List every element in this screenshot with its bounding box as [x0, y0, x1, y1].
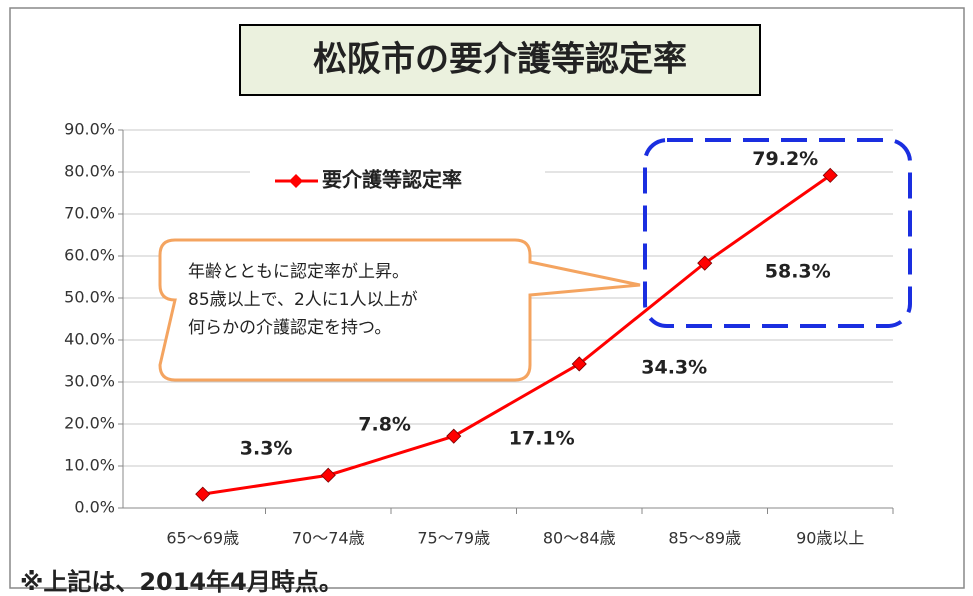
annotation: 85歳以上で、2人に1人以上が: [188, 290, 418, 310]
y-tick-label: 10.0%: [64, 456, 115, 475]
y-tick-label: 20.0%: [64, 414, 115, 433]
value-label: 3.3%: [240, 438, 293, 460]
footnote: ※上記は、2014年4月時点。: [20, 568, 343, 596]
chart-title: 松阪市の要介護等認定率: [313, 40, 687, 80]
annotation: 何らかの介護認定を持つ。: [188, 318, 391, 338]
value-label: 34.3%: [641, 356, 707, 378]
y-tick-label: 60.0%: [64, 246, 115, 265]
x-tick-label: 85～89歳: [668, 529, 741, 548]
y-tick-label: 0.0%: [74, 498, 115, 517]
y-tick-label: 30.0%: [64, 372, 115, 391]
value-label: 79.2%: [752, 148, 818, 170]
x-tick-label: 70～74歳: [292, 529, 365, 548]
y-tick-label: 90.0%: [64, 120, 115, 139]
chart: 松阪市の要介護等認定率 ※上記は、2014年4月時点。 0.0% 10.0% 20.…: [0, 0, 973, 596]
y-tick-label: 70.0%: [64, 204, 115, 223]
y-tick-label: 40.0%: [64, 330, 115, 349]
x-tick-label: 75～79歳: [417, 529, 490, 548]
legend-label: 要介護等認定率: [322, 168, 462, 192]
x-tick-label: 65～69歳: [166, 529, 239, 548]
y-tick-label: 80.0%: [64, 162, 115, 181]
value-label: 7.8%: [358, 414, 411, 436]
y-tick-label: 50.0%: [64, 288, 115, 307]
value-label: 17.1%: [509, 428, 575, 450]
x-tick-label: 80～84歳: [543, 529, 616, 548]
annotation: 年齢とともに認定率が上昇。: [188, 262, 409, 282]
x-tick-label: 90歳以上: [796, 529, 864, 548]
value-label: 58.3%: [765, 261, 831, 283]
